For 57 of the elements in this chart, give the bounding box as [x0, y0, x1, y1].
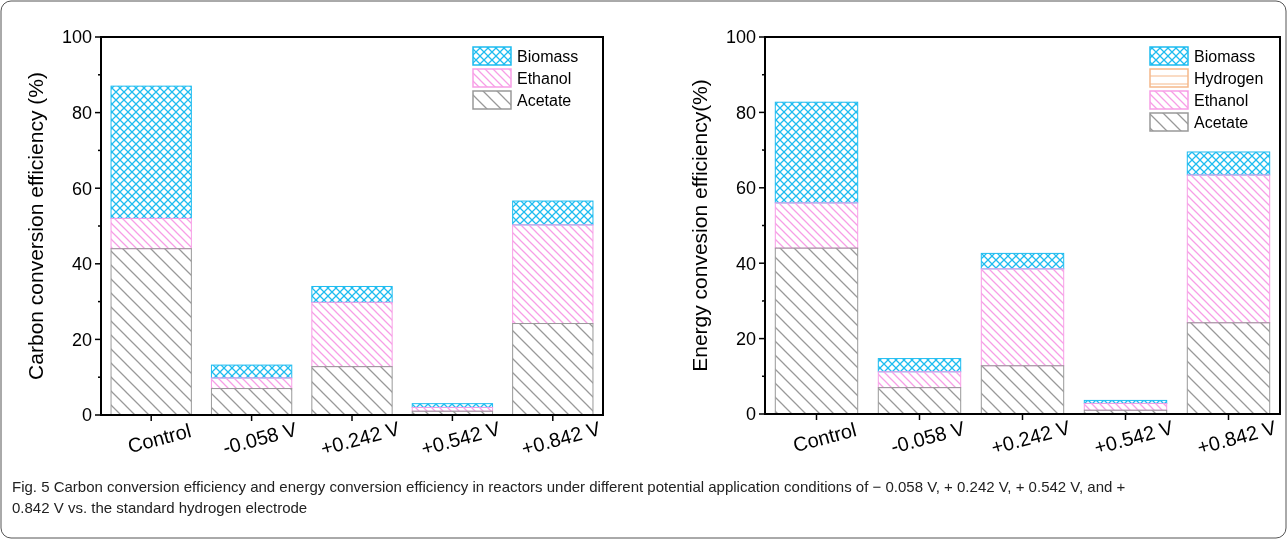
- bar: [980, 268, 1065, 367]
- y-axis-title: Energy convesion efficiency(%): [688, 79, 711, 372]
- bar: [311, 301, 393, 368]
- legend-label: Biomass: [517, 47, 579, 65]
- y-tick-label: 60: [735, 178, 756, 199]
- bar: [512, 323, 594, 416]
- y-tick-label: 40: [71, 254, 92, 275]
- bar: [1083, 402, 1168, 411]
- y-tick-label: 20: [71, 329, 92, 350]
- y-tick-label: 0: [81, 405, 92, 426]
- bar: [774, 101, 859, 204]
- bar: [1186, 174, 1271, 324]
- bar: [1186, 151, 1271, 176]
- y-axis-title: Carbon conversion efficiency (%): [24, 72, 47, 380]
- y-tick-label: 80: [735, 102, 756, 123]
- bar: [877, 387, 962, 415]
- bar: [512, 200, 594, 226]
- x-tick-label: Control: [125, 419, 194, 458]
- legend-label: Ethanol: [1194, 91, 1249, 109]
- y-tick-label: 60: [71, 178, 92, 199]
- legend-label: Biomass: [1194, 47, 1256, 65]
- y-tick-label: 100: [61, 27, 92, 48]
- x-tick-label: +0.842 V: [1194, 416, 1280, 459]
- y-tick-label: 80: [71, 102, 92, 123]
- bar: [877, 358, 962, 373]
- bar: [877, 371, 962, 389]
- caption: Fig. 5 Carbon conversion efficiency and energy conversion efficiency in reactors under different potential application conditions of − 0.058 V, + 0.242 V, + 0.542 V, and + 0.842 V vs. the standard hydrogen electrode: [12, 478, 1126, 516]
- bar: [110, 217, 192, 250]
- x-tick-label: +0.542 V: [418, 417, 504, 460]
- bar: [110, 248, 192, 416]
- bar: [774, 202, 859, 249]
- x-tick-label: -0.058 V: [220, 417, 300, 459]
- x-tick-label: Control: [790, 418, 859, 457]
- bar: [110, 85, 192, 219]
- bar: [311, 285, 393, 303]
- legend-label: Acetate: [1194, 113, 1249, 131]
- bar: [980, 252, 1065, 270]
- x-tick-label: +0.842 V: [519, 417, 604, 460]
- bar: [311, 366, 393, 416]
- bar: [512, 224, 594, 325]
- y-tick-label: 20: [735, 328, 756, 349]
- x-tick-label: +0.242 V: [318, 417, 403, 460]
- x-tick-label: +0.242 V: [988, 416, 1074, 459]
- x-tick-label: +0.542 V: [1091, 416, 1177, 459]
- bar: [774, 247, 859, 415]
- bar: [210, 364, 293, 379]
- legend-label: Hydrogen: [1194, 69, 1264, 87]
- y-tick-label: 100: [725, 27, 756, 48]
- legend-label: Acetate: [517, 91, 572, 109]
- bar: [210, 388, 293, 416]
- bar: [1186, 322, 1271, 415]
- legend-label: Ethanol: [517, 69, 572, 87]
- y-tick-label: 40: [735, 253, 756, 274]
- x-tick-label: -0.058 V: [888, 416, 968, 458]
- bar: [980, 365, 1065, 415]
- bar: [210, 377, 293, 390]
- y-tick-label: 0: [745, 404, 756, 425]
